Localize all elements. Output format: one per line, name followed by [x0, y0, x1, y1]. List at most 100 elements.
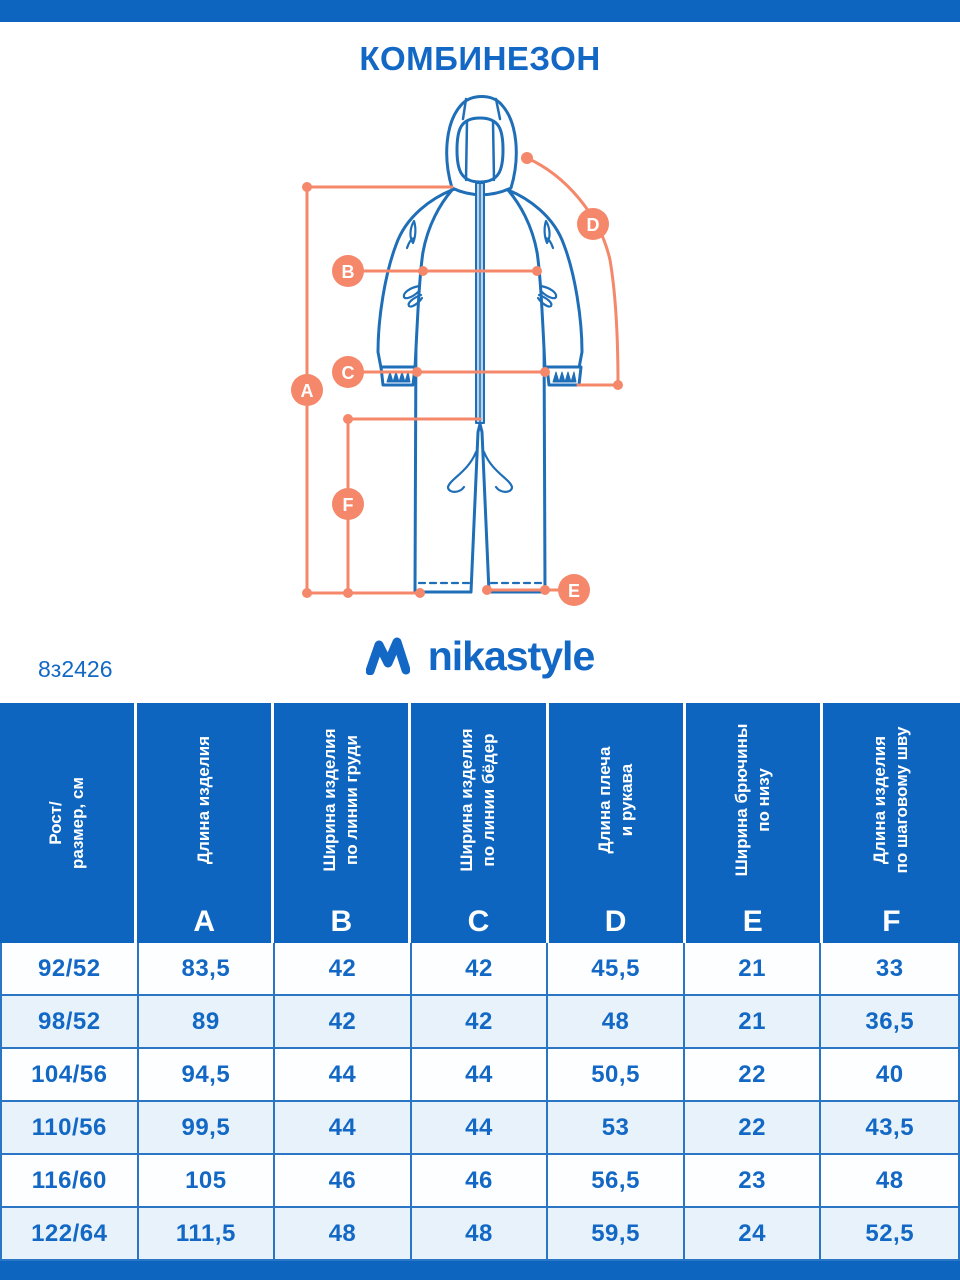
column-header-B: Ширина изделия по линии груди B	[274, 703, 412, 943]
table-row: 98/52 89 42 42 48 21 36,5	[2, 996, 958, 1049]
column-header-label: Ширина изделия по линии бёдер	[457, 728, 499, 872]
right-cuff-zigzag	[552, 371, 577, 383]
value-cell: 42	[275, 943, 412, 994]
hood-inner	[455, 116, 505, 184]
badge-C-label: C	[342, 363, 355, 383]
badge-B	[332, 255, 364, 287]
value-cell: 44	[275, 1102, 412, 1153]
value-cell: 21	[685, 943, 822, 994]
value-cell: 48	[548, 996, 685, 1047]
badge-D-label: D	[587, 215, 600, 235]
badge-C	[332, 356, 364, 388]
value-cell: 46	[412, 1155, 549, 1206]
nikastyle-logo-icon	[365, 637, 410, 675]
value-cell: 111,5	[139, 1208, 276, 1259]
column-header-F: Длина изделия по шаговому шву F	[823, 703, 960, 943]
table-header-row: Рост/размер, см Длина изделия A Ширина изде…	[0, 703, 960, 943]
column-letter: E	[742, 905, 763, 938]
column-header-A: Длина изделия A	[137, 703, 275, 943]
right-sleeve	[506, 188, 584, 370]
column-header-size: Рост/размер, см	[0, 703, 138, 943]
value-cell: 43,5	[865, 1113, 915, 1141]
value-cell: 42	[275, 996, 412, 1047]
measure-label-badges: A B C D E F	[291, 208, 609, 606]
badge-E	[558, 574, 590, 606]
value-cell: 94,5	[139, 1049, 276, 1100]
jumpsuit-measurement-diagram: A B C D E F	[291, 95, 623, 606]
column-header-E: Ширина брючины по низу E	[686, 703, 823, 943]
table-row: 122/64 111,5 48 48 59,5 24 52,5	[2, 1208, 958, 1261]
column-letter: F	[882, 905, 901, 938]
size-cell: 116/60	[2, 1155, 139, 1206]
value-cell: 48	[875, 1166, 904, 1194]
value-cell: 36,5	[865, 1007, 915, 1035]
column-letter: C	[467, 905, 490, 938]
table-row: 116/60 105 46 46 56,5 23 48	[2, 1155, 958, 1208]
value-cell: 42	[412, 996, 549, 1047]
page-title: КОМБИНЕЗОН	[359, 40, 601, 77]
badge-F	[332, 488, 364, 520]
value-cell: 44	[412, 1102, 549, 1153]
badge-A	[291, 374, 323, 406]
value-cell: 21	[685, 996, 822, 1047]
value-cell: 23	[685, 1155, 822, 1206]
value-cell: 50,5	[548, 1049, 685, 1100]
column-letter: B	[330, 905, 353, 938]
top-bar	[0, 0, 960, 22]
column-header-label: Длина плеча и рукава	[594, 746, 636, 854]
size-table: Рост/размер, см Длина изделия A Ширина изде…	[0, 703, 960, 1261]
column-header-D: Длина плеча и рукава D	[549, 703, 686, 943]
badge-B-label: B	[342, 262, 355, 282]
badge-A-label: A	[301, 381, 314, 401]
value-cell: 33	[875, 954, 904, 982]
value-cell: 22	[685, 1102, 822, 1153]
value-cell: 24	[685, 1208, 822, 1259]
value-cell: 40	[875, 1060, 904, 1088]
size-cell: 110/56	[2, 1102, 139, 1153]
value-cell: 53	[548, 1102, 685, 1153]
size-cell: 104/56	[2, 1049, 139, 1100]
column-header-label: Ширина брючины по низу	[731, 723, 773, 877]
value-cell: 56,5	[548, 1155, 685, 1206]
column-header-label: Длина изделия по шаговому шву	[870, 726, 912, 874]
value-cell: 89	[139, 996, 276, 1047]
table-row: 104/56 94,5 44 44 50,5 22 40	[2, 1049, 958, 1102]
table-row: 110/56 99,5 44 44 53 22 43,5	[2, 1102, 958, 1155]
size-cell: 122/64	[2, 1208, 139, 1259]
table-body: 92/52 83,5 42 42 45,5 21 33 98/52 89 42 42 48 21 36,5…	[0, 943, 960, 1261]
value-cell: 42	[412, 943, 549, 994]
badge-F-label: F	[343, 495, 354, 515]
value-cell: 22	[685, 1049, 822, 1100]
value-cell: 46	[275, 1155, 412, 1206]
left-cuff-zigzag	[386, 371, 411, 383]
value-cell: 99,5	[139, 1102, 276, 1153]
value-cell: 45,5	[548, 943, 685, 994]
size-cell: 98/52	[2, 996, 139, 1047]
value-cell: 48	[412, 1208, 549, 1259]
article-number: 8з2426	[38, 656, 113, 682]
measurement-dots	[302, 152, 623, 598]
column-header-label: Ширина изделия по линии груди	[320, 728, 362, 872]
table-row: 92/52 83,5 42 42 45,5 21 33	[2, 943, 958, 996]
column-letter: A	[193, 905, 216, 938]
size-cell: 92/52	[2, 943, 139, 994]
column-header-label: Длина изделия	[194, 735, 214, 865]
value-cell: 83,5	[139, 943, 276, 994]
value-cell: 52,5	[865, 1219, 915, 1247]
column-letter: D	[604, 905, 627, 938]
brand-logo-text: nikastyle	[427, 632, 595, 679]
brand-logo: nikastyle	[0, 630, 960, 682]
measure-line-D	[525, 156, 620, 387]
value-cell: 59,5	[548, 1208, 685, 1259]
hood-seams	[461, 97, 502, 182]
left-sleeve	[376, 188, 454, 370]
badge-E-label: E	[568, 581, 580, 601]
detail-marks	[402, 219, 558, 585]
value-cell: 44	[275, 1049, 412, 1100]
value-cell: 48	[275, 1208, 412, 1259]
value-cell: 44	[412, 1049, 549, 1100]
value-cell: 105	[139, 1155, 276, 1206]
column-header-label: Рост/размер, см	[45, 777, 88, 869]
column-header-C: Ширина изделия по линии бёдер C	[411, 703, 549, 943]
bottom-bar	[0, 1261, 960, 1280]
